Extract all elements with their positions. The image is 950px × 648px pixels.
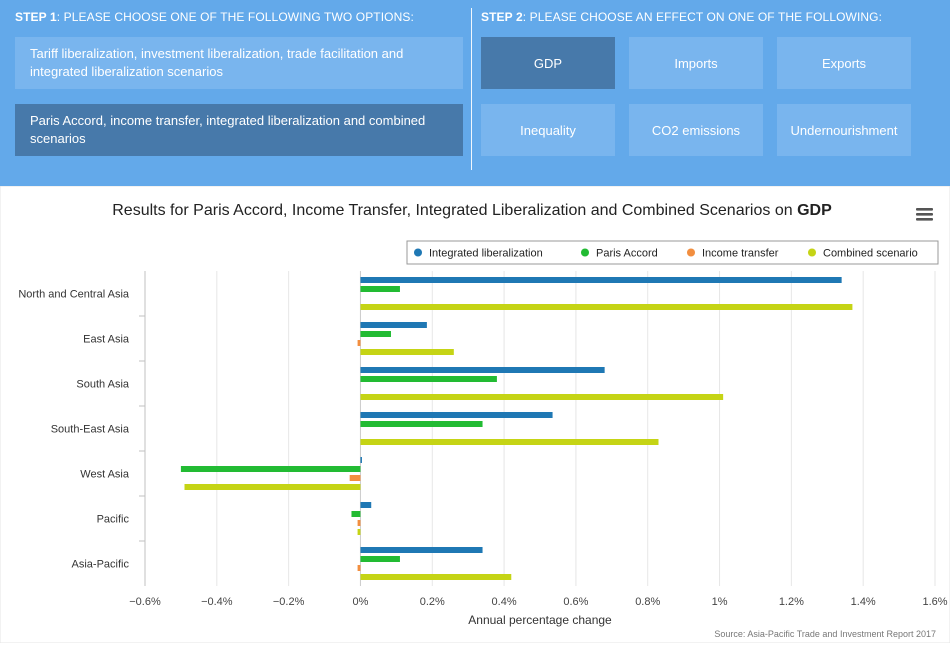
bar [349,475,361,481]
legend-label: Income transfer [702,248,779,260]
x-axis-ticks: −0.6% −0.4% −0.2% 0% 0.2% 0.4% 0.6% 0.8% 1% 1.2% 1… [129,596,948,608]
effect-inequality-button[interactable]: Inequality [481,104,615,156]
legend-label: Integrated liberalization [429,248,543,260]
x-tick-label: 1.6% [922,596,947,608]
bar [360,439,659,445]
legend-marker [414,248,422,257]
bar [360,547,483,553]
legend-label: Paris Accord [596,248,658,260]
chart-bars [180,277,853,580]
step-divider [471,8,472,170]
x-tick-label: 0.4% [492,596,517,608]
bar [360,349,454,355]
legend-label: Combined scenario [823,248,918,260]
effect-imports-button[interactable]: Imports [629,37,763,89]
option-paris-accord[interactable]: Paris Accord, income transfer, integrate… [15,104,463,156]
option-tariff-liberalization[interactable]: Tariff liberalization, investment libera… [15,37,463,89]
bar [184,484,361,490]
bar [357,340,361,346]
x-tick-label: −0.6% [129,596,161,608]
bar [360,574,512,580]
bar [357,529,361,535]
scenario-selector-panel: STEP 1: PLEASE CHOOSE ONE OF THE FOLLOWI… [0,0,950,186]
bar [360,286,400,292]
x-tick-label: 1.2% [779,596,804,608]
bar [360,556,400,562]
bar [360,277,842,283]
bar [360,412,553,418]
bar [360,322,427,328]
hamburger-menu-icon[interactable] [916,208,933,221]
legend-box [406,240,939,265]
x-tick-label: 1.4% [851,596,876,608]
bar [357,565,361,571]
bar [360,367,605,373]
category-label: Asia-Pacific [72,559,130,571]
bar [360,331,391,337]
step1-title: STEP 1: PLEASE CHOOSE ONE OF THE FOLLOWI… [15,10,414,24]
step2-title: STEP 2: PLEASE CHOOSE AN EFFECT ON ONE O… [481,10,883,24]
category-label: South-East Asia [51,424,130,436]
bar [360,502,372,508]
gdp-bar-chart: Results for Paris Accord, Income Transfe… [0,185,950,644]
bar [360,457,362,463]
effect-gdp-button[interactable]: GDP [481,37,615,89]
category-label: East Asia [83,334,130,346]
category-label: West Asia [80,469,130,481]
legend-marker [581,248,589,257]
chart-title: Results for Paris Accord, Income Transfe… [112,202,832,219]
bar [351,511,361,517]
bar [180,466,361,472]
x-tick-label: −0.2% [273,596,305,608]
bar [357,520,361,526]
effect-exports-button[interactable]: Exports [777,37,911,89]
category-label: South Asia [76,379,129,391]
bar [360,394,724,400]
category-labels: North and Central Asia East Asia South Asi… [18,289,130,571]
x-tick-label: 1% [712,596,728,608]
x-axis-label: Annual percentage change [468,613,612,627]
chart-container: Results for Paris Accord, Income Transfe… [0,185,950,644]
bar [360,304,853,310]
x-tick-label: 0.8% [635,596,660,608]
x-tick-label: 0.2% [420,596,445,608]
chart-legend: Integrated liberalization Paris Accord Inc… [406,240,939,265]
effect-undernourishment-button[interactable]: Undernourishment [777,104,911,156]
category-label: North and Central Asia [18,289,130,301]
category-label: Pacific [97,514,130,526]
legend-marker [687,248,695,257]
x-tick-label: 0% [353,596,369,608]
source-note: Source: Asia-Pacific Trade and Investmen… [714,629,936,639]
legend-marker [808,248,816,257]
bar [360,376,497,382]
chart-grid [139,271,936,586]
bar [360,421,483,427]
x-tick-label: −0.4% [201,596,233,608]
effect-co2-button[interactable]: CO2 emissions [629,104,763,156]
x-tick-label: 0.6% [563,596,588,608]
